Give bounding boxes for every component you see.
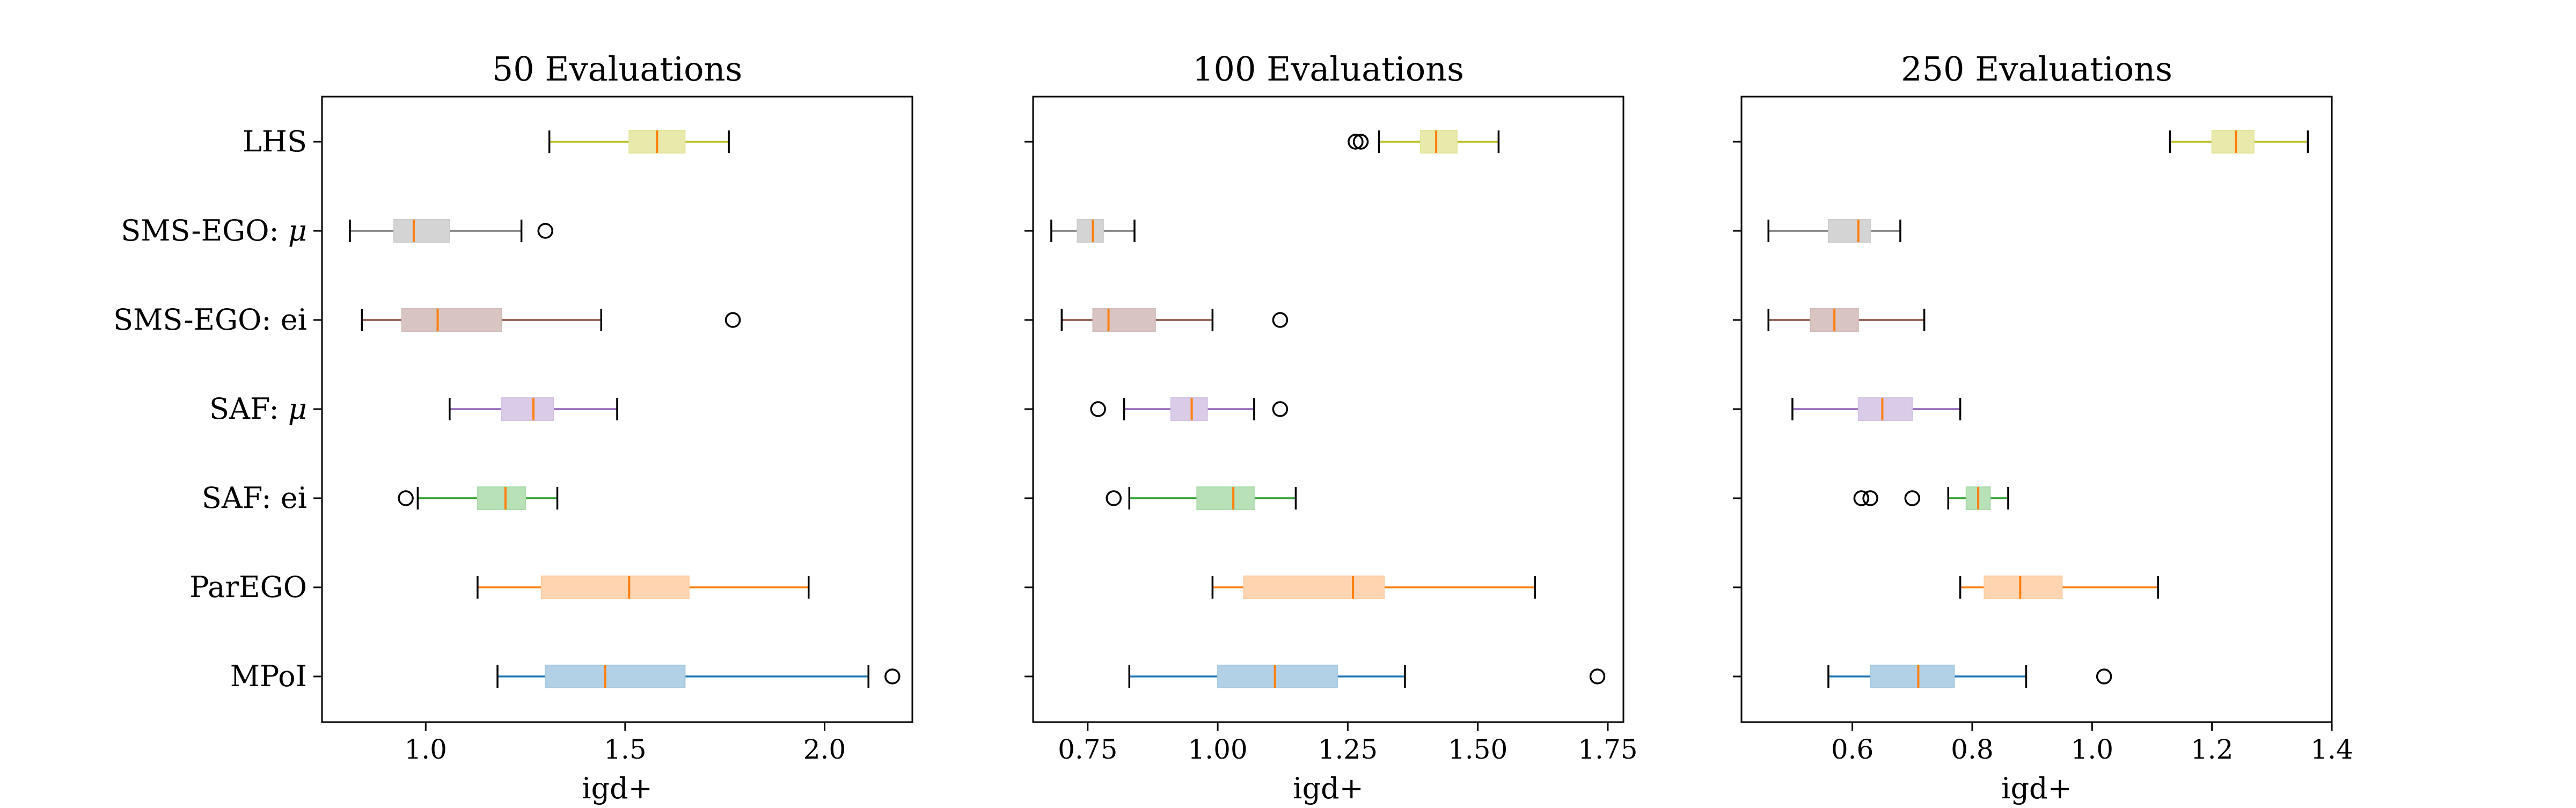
subplot-1: 50 Evaluations 1.0 1.5 2.0 igd+ LHS SMS-EGO: μ…: [113, 49, 913, 805]
x-tick-label: 1.25: [1318, 734, 1378, 765]
x-tick-label: 1.00: [1188, 734, 1247, 765]
iqr-box: [545, 665, 686, 688]
box-parego: [477, 576, 810, 599]
outlier-point: [2096, 668, 2112, 685]
outlier-point: [1853, 490, 1870, 506]
iqr-box: [1984, 576, 2063, 599]
outlier-point: [884, 668, 901, 685]
outlier-point: [1862, 490, 1878, 506]
iqr-box: [1243, 576, 1385, 599]
iqr-box: [1170, 397, 1208, 421]
iqr-box: [401, 308, 502, 332]
x-tick-label: 0.8: [1951, 734, 1994, 765]
y-category-label: ParEGO: [189, 570, 307, 604]
box-saf-ei: [1106, 486, 1297, 510]
outlier-point: [1106, 490, 1122, 506]
box-lhs: [1348, 130, 1500, 154]
iqr-box: [1077, 219, 1104, 243]
iqr-box: [477, 486, 526, 510]
box-saf-: [1791, 397, 1962, 421]
box-sms-ego-: [349, 219, 553, 243]
y-category-label: MPoI: [230, 659, 307, 693]
iqr-box: [501, 397, 554, 421]
box-lhs: [2169, 130, 2309, 154]
subplot-title: 50 Evaluations: [492, 49, 742, 89]
box-lhs: [548, 130, 730, 154]
x-tick-label: 1.5: [604, 734, 647, 765]
y-category-label: LHS: [243, 125, 307, 158]
box-parego: [1959, 576, 2159, 599]
x-tick-label: 1.0: [404, 734, 447, 765]
box-mpoi: [1827, 665, 2112, 688]
box-sms-ego-ei: [1767, 308, 1926, 332]
x-tick-label: 0.75: [1058, 734, 1117, 765]
iqr-box: [1092, 308, 1156, 332]
y-category-label: SAF: ei: [202, 481, 307, 515]
x-axis-label: igd+: [2001, 771, 2072, 805]
iqr-box: [1870, 665, 1955, 688]
iqr-box: [2211, 130, 2255, 154]
subplot-title: 250 Evaluations: [1901, 49, 2172, 89]
iqr-box: [393, 219, 450, 243]
box-saf-: [1090, 397, 1289, 421]
iqr-box: [1857, 397, 1913, 421]
outlier-point: [1589, 668, 1606, 685]
box-sms-ego-: [1767, 219, 1901, 243]
box-sms-ego-ei: [361, 308, 741, 332]
outlier-point: [1090, 401, 1106, 417]
box-saf-: [449, 397, 618, 421]
x-axis-label: igd+: [1293, 771, 1364, 805]
subplot-2: 100 Evaluations 0.75 1.00 1.25 1.50 1.75 igd+: [1024, 49, 1638, 805]
box-mpoi: [496, 665, 901, 688]
x-tick-label: 0.6: [1831, 734, 1874, 765]
outlier-point: [537, 223, 553, 239]
iqr-box: [1827, 219, 1871, 243]
outlier-point: [1272, 401, 1289, 417]
y-category-label: SMS-EGO: μ: [121, 214, 307, 248]
box-sms-ego-ei: [1060, 308, 1289, 332]
box-sms-ego-: [1050, 219, 1136, 243]
iqr-box: [1217, 665, 1338, 688]
subplot-title: 100 Evaluations: [1192, 49, 1464, 89]
box-saf-ei: [1853, 486, 2009, 510]
outlier-point: [1348, 134, 1364, 150]
y-category-label: SMS-EGO: ei: [113, 303, 307, 337]
x-axis-label: igd+: [582, 771, 653, 805]
box-mpoi: [1128, 665, 1606, 688]
outlier-point: [1272, 312, 1289, 328]
outlier-point: [1904, 490, 1921, 506]
iqr-box: [1196, 486, 1255, 510]
box-saf-ei: [398, 486, 559, 510]
iqr-box: [540, 576, 690, 599]
y-category-label: SAF: μ: [209, 392, 307, 426]
x-tick-label: 1.75: [1578, 734, 1637, 765]
x-tick-label: 2.0: [803, 734, 846, 765]
outlier-point: [398, 490, 414, 506]
box-parego: [1211, 576, 1536, 599]
x-tick-label: 1.0: [2071, 734, 2114, 765]
iqr-box: [1420, 130, 1458, 154]
subplot-3: 250 Evaluations 0.6 0.8 1.0 1.2 1.4 igd+: [1733, 49, 2353, 805]
outlier-point: [1352, 134, 1369, 150]
x-tick-label: 1.50: [1448, 734, 1507, 765]
x-tick-label: 1.2: [2191, 734, 2234, 765]
x-tick-label: 1.4: [2310, 734, 2353, 765]
outlier-point: [724, 312, 741, 328]
